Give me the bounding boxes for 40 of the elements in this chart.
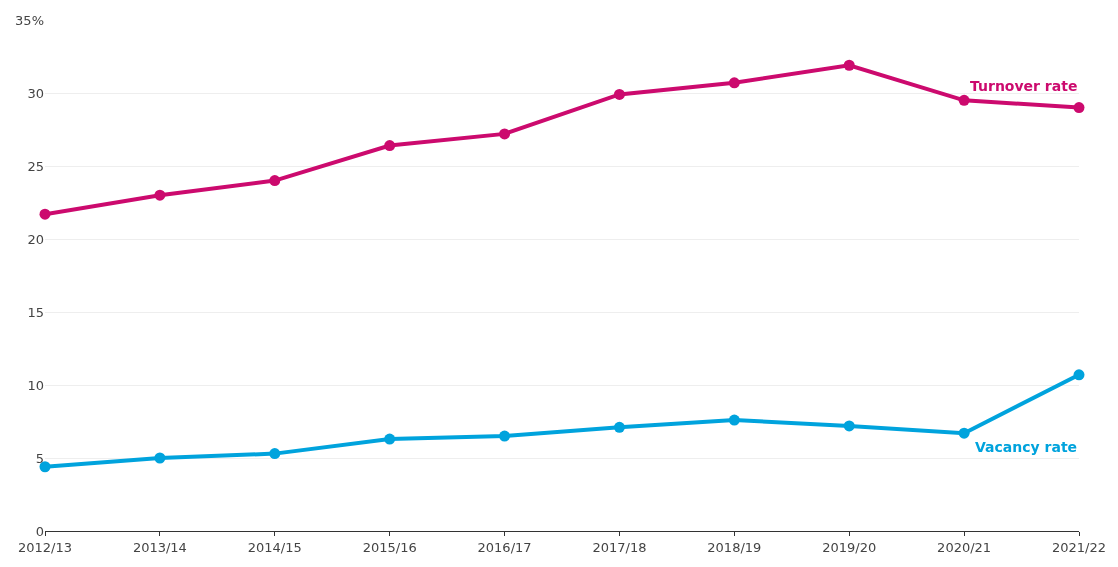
point: [728, 77, 740, 89]
y-tick-label: 20: [27, 231, 44, 247]
x-tick-label: 2017/18: [592, 539, 647, 555]
point: [958, 94, 970, 106]
series-label: Turnover rate: [970, 78, 1078, 94]
point: [1073, 102, 1085, 114]
x-tick-label: 2016/17: [477, 539, 532, 555]
x-tick-label: 2021/22: [1051, 539, 1107, 555]
y-tick-label: 25: [27, 158, 44, 174]
point: [269, 448, 281, 460]
point: [39, 208, 51, 220]
x-tick-label: 2020/21: [937, 539, 992, 555]
x-tick-label: 2012/13: [17, 539, 73, 555]
point: [843, 420, 855, 432]
point: [843, 59, 855, 71]
y-tick-label: 15: [27, 304, 44, 320]
x-tick-label: 2018/19: [707, 539, 762, 555]
point: [154, 189, 166, 201]
series-label: Vacancy rate: [975, 439, 1078, 455]
y-tick-label: 0: [35, 523, 44, 539]
point: [499, 430, 511, 442]
y-tick-label: 10: [27, 377, 44, 393]
x-tick-label: 2019/20: [822, 539, 877, 555]
point: [728, 414, 740, 426]
point: [384, 433, 396, 445]
x-tick-label: 2014/15: [247, 539, 302, 555]
y-tick-label: 5: [35, 450, 44, 466]
y-tick-label: 30: [27, 85, 44, 101]
point: [39, 461, 51, 473]
point: [154, 452, 166, 464]
point: [269, 175, 281, 187]
point: [613, 88, 625, 100]
point: [613, 421, 625, 433]
point: [1073, 369, 1085, 381]
point: [499, 128, 511, 140]
y-tick-label: 35%: [15, 12, 44, 28]
point: [384, 140, 396, 152]
x-tick-label: 2013/14: [132, 539, 187, 555]
point: [958, 427, 970, 439]
x-tick-label: 2015/16: [362, 539, 417, 555]
